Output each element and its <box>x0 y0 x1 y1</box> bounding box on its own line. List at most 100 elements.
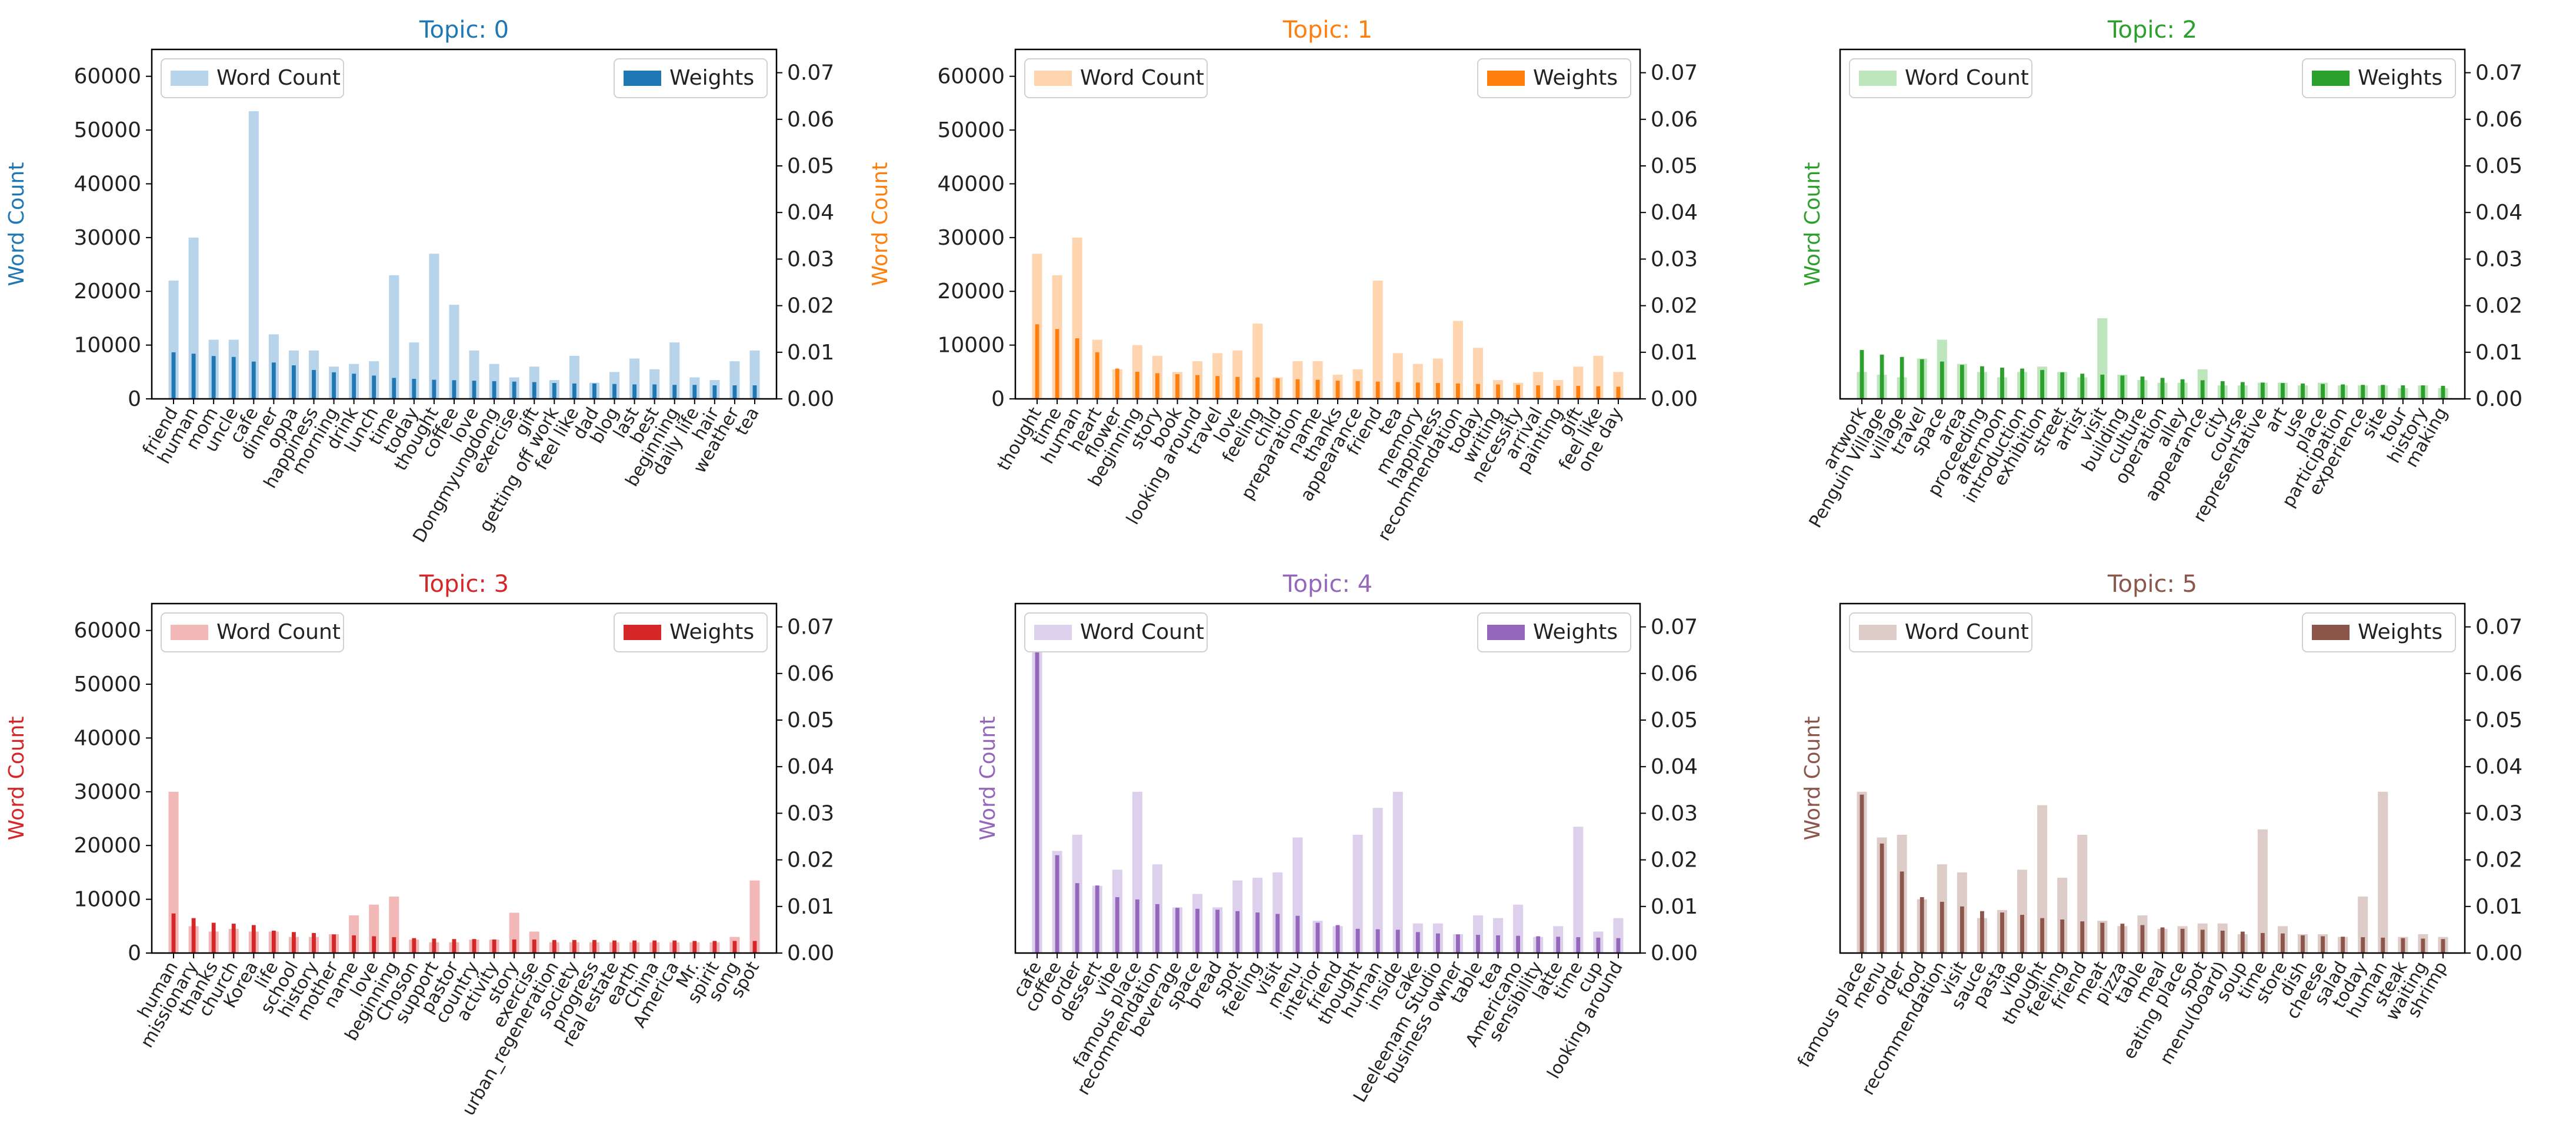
weight-bar <box>392 378 396 399</box>
word-count-bar <box>409 342 419 399</box>
y-left-tick-label: 10000 <box>937 334 1005 358</box>
y-right-tick-label: 0.04 <box>2475 755 2522 779</box>
weight-bar <box>1596 386 1601 399</box>
weight-bar <box>692 941 697 953</box>
weight-bar <box>1415 932 1420 953</box>
weight-bar <box>532 382 536 399</box>
legend-word-count: Word Count <box>1849 612 2032 652</box>
legend-label: Weights <box>669 66 754 90</box>
weight-bar <box>1456 383 1460 399</box>
panel-title: Topic: 5 <box>2107 571 2197 598</box>
weight-bar <box>652 940 657 953</box>
word-count-bar <box>1132 791 1142 953</box>
weight-bar <box>1375 381 1380 399</box>
word-count-bar <box>2358 897 2368 953</box>
weight-bar <box>1235 911 1240 953</box>
weight-bar <box>1435 933 1440 953</box>
y-right-tick-label: 0.07 <box>787 61 834 85</box>
weight-bar <box>191 354 196 399</box>
y-right-tick-label: 0.06 <box>1651 108 1698 132</box>
y-left-tick-label: 0 <box>128 941 141 965</box>
weight-bar <box>372 936 376 953</box>
y-right-tick-label: 0.01 <box>787 895 834 919</box>
weight-bar <box>2240 382 2245 399</box>
weight-bar <box>1335 925 1340 953</box>
weight-bar <box>1576 385 1581 399</box>
weight-bar <box>372 375 376 399</box>
weight-bar <box>2321 936 2325 953</box>
weight-bar <box>672 385 677 399</box>
y-left-tick-label: 20000 <box>937 279 1005 304</box>
weight-bar <box>1899 871 1904 953</box>
y-right-tick-label: 0.06 <box>2475 108 2522 132</box>
y-right-tick-label: 0.03 <box>2475 247 2522 271</box>
weight-bar <box>612 940 616 953</box>
y-right-tick-label: 0.04 <box>787 201 834 225</box>
topic-panel-0: 0 10000 20000 30000 40000 50000 60000 0.00 0.01 0… <box>5 16 834 546</box>
legend-word-count: Word Count <box>1024 58 1208 98</box>
weight-bar <box>2321 384 2325 399</box>
weight-bar <box>1055 329 1059 399</box>
topic-panel-2: 0.000.010.020.030.040.050.060.07artworkP… <box>1801 16 2522 531</box>
weight-bar <box>312 369 316 399</box>
y-right-tick-label: 0.04 <box>2475 201 2522 225</box>
weight-bar <box>1295 915 1300 953</box>
y-right-tick-label: 0.05 <box>1651 708 1698 732</box>
legend-swatch <box>1487 71 1525 86</box>
legend-weights: Weights <box>1477 58 1631 98</box>
word-count-bar <box>429 254 439 399</box>
word-count-bar <box>1513 904 1524 953</box>
legend-word-count: Word Count <box>161 612 344 652</box>
y-right-tick-label: 0.01 <box>2475 895 2522 919</box>
legend-word-count: Word Count <box>161 58 344 98</box>
y-right-tick-label: 0.03 <box>1651 801 1698 825</box>
weight-bar <box>332 934 336 953</box>
weight-bar <box>251 361 256 399</box>
legend-swatch <box>171 71 208 86</box>
y-axis-label: Word Count <box>1801 717 1825 841</box>
y-right-tick-label: 0.04 <box>1651 755 1698 779</box>
weight-bar <box>2281 383 2285 399</box>
weight-bar <box>1315 922 1320 953</box>
word-count-bar <box>1412 364 1423 399</box>
y-left-tick-label: 10000 <box>74 334 141 358</box>
y-left-tick-label: 60000 <box>937 65 1005 89</box>
y-right-tick-label: 0.02 <box>2475 848 2522 872</box>
weight-bar <box>452 939 456 953</box>
weight-bar <box>1859 794 1864 953</box>
y-right-tick-label: 0.05 <box>787 154 834 178</box>
weight-bar <box>2140 376 2145 399</box>
y-left-tick-label: 40000 <box>74 726 141 750</box>
word-count-bar <box>2378 791 2388 953</box>
weight-bar <box>2381 385 2385 399</box>
legend-weights: Weights <box>2302 612 2456 652</box>
y-right-tick-label: 0.00 <box>787 387 834 411</box>
legend-box <box>161 58 344 98</box>
y-right-tick-label: 0.07 <box>2475 615 2522 639</box>
weight-bar <box>2341 384 2345 399</box>
y-left-tick-label: 10000 <box>74 888 141 912</box>
weight-bar <box>1395 382 1400 399</box>
panel-title: Topic: 3 <box>419 571 509 598</box>
y-right-tick-label: 0.03 <box>787 801 834 825</box>
weight-bar <box>1055 855 1059 953</box>
weight-bar <box>752 941 757 953</box>
y-right-tick-label: 0.00 <box>2475 941 2522 965</box>
weight-bar <box>472 939 476 953</box>
weight-bar <box>1035 612 1039 953</box>
y-right-tick-label: 0.03 <box>787 247 834 271</box>
weight-bar <box>2020 368 2024 399</box>
weight-bar <box>271 930 276 953</box>
weight-bar <box>632 384 636 399</box>
weight-bar <box>532 940 536 953</box>
word-count-bar <box>1613 918 1624 953</box>
weight-bar <box>1175 908 1179 953</box>
y-right-tick-label: 0.04 <box>787 755 834 779</box>
weight-bar <box>2060 919 2065 953</box>
weight-bar <box>1135 372 1139 399</box>
weight-bar <box>432 379 436 399</box>
weight-bar <box>492 381 496 399</box>
y-right-tick-label: 0.06 <box>1651 662 1698 686</box>
word-count-bar <box>168 280 179 399</box>
